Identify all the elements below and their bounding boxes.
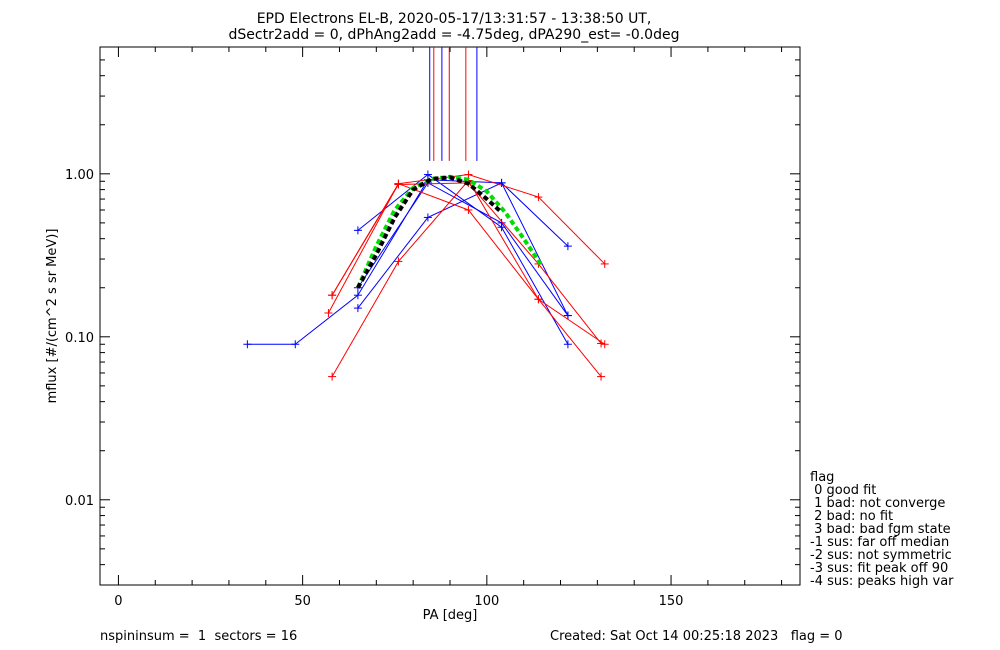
data-point	[423, 213, 432, 222]
x-tick-label: 50	[294, 594, 311, 609]
data-point	[243, 340, 252, 349]
fit-curve	[356, 174, 544, 289]
x-tick-label: 0	[114, 594, 122, 609]
data-point	[394, 257, 403, 266]
data-point	[563, 340, 572, 349]
data-point	[423, 170, 432, 179]
chart-title-line2: dSectr2add = 0, dPhAng2add = -4.75deg, d…	[229, 27, 680, 43]
legend-title: flag	[810, 470, 834, 485]
data-point	[353, 304, 362, 313]
y-tick-label: 0.01	[65, 494, 94, 509]
data-point	[291, 340, 300, 349]
legend-entry: -2 sus: not symmetric	[810, 548, 952, 563]
data-point	[600, 340, 609, 349]
data-point	[324, 308, 333, 317]
y-tick-label: 1.00	[65, 168, 94, 183]
data-point	[328, 372, 337, 381]
series-line	[247, 179, 569, 345]
legend-entry: -1 sus: far off median	[810, 535, 949, 550]
axes: 0 50 100 150 0.01 0.10 1.00	[65, 47, 800, 609]
footer-left: nspininsum = 1 sectors = 16	[100, 629, 297, 644]
fit-curve	[356, 175, 503, 289]
x-axis-label: PA [deg]	[423, 608, 478, 623]
y-tick-label: 0.10	[65, 331, 94, 346]
legend-entry: 2 bad: no fit	[810, 509, 893, 524]
legend-entry: -3 sus: fit peak off 90	[810, 561, 948, 576]
plot-frame	[99, 46, 801, 586]
series-line	[357, 182, 569, 316]
legend-entry: 0 good fit	[810, 483, 876, 498]
vertical-markers	[429, 47, 478, 161]
data-point	[563, 242, 572, 251]
data-point	[597, 339, 606, 348]
legend-entry: 1 bad: not converge	[810, 496, 945, 511]
data-point	[534, 193, 543, 202]
data-point	[534, 295, 543, 304]
legend-entry: 3 bad: bad fgm state	[810, 522, 951, 537]
data-point	[597, 372, 606, 381]
series-line	[357, 173, 569, 345]
chart-title-line1: EPD Electrons EL-B, 2020-05-17/13:31:57 …	[257, 11, 652, 27]
footer-right: Created: Sat Oct 14 00:25:18 2023 flag =…	[550, 629, 843, 644]
data-point	[563, 311, 572, 320]
data-point	[394, 180, 403, 189]
data-point	[600, 259, 609, 268]
legend-entry: -4 sus: peaks high var	[810, 574, 954, 589]
data-point	[353, 226, 362, 235]
data-point	[464, 205, 473, 214]
y-axis-label: mflux [#/(cm^2 s sr MeV)]	[45, 229, 60, 404]
x-tick-label: 100	[474, 594, 499, 609]
x-tick-label: 150	[659, 594, 684, 609]
data-series	[243, 170, 609, 381]
data-point	[497, 218, 506, 227]
series-line	[357, 182, 569, 316]
fit-curves	[356, 174, 544, 289]
legend: flag 0 good fit 1 bad: not converge 2 ba…	[810, 470, 954, 589]
data-point	[353, 291, 362, 300]
data-point	[328, 291, 337, 300]
